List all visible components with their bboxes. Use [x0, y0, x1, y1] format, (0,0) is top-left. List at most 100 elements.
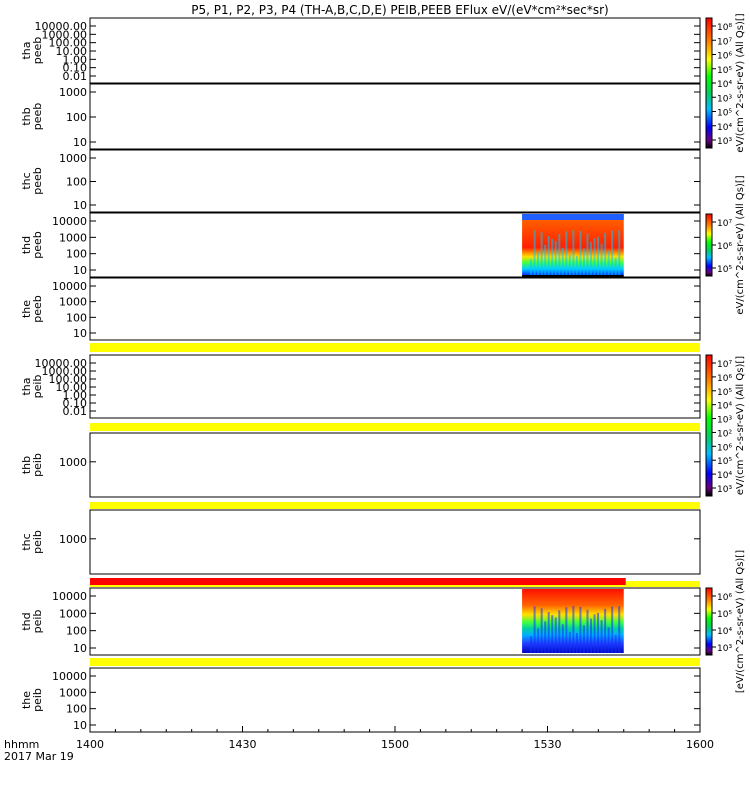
y-tick-label: 100: [66, 176, 87, 189]
spectrogram-streak: [590, 242, 593, 275]
y-tick-label: 100.00: [49, 373, 88, 386]
colorbar-tick-label: 10³: [717, 644, 732, 654]
y-tick-label: 1000.00: [42, 365, 88, 378]
spectrogram-streak: [547, 236, 550, 275]
colorbar-tick-label: 10³: [717, 137, 732, 147]
y-tick-label: 10000.00: [35, 357, 88, 370]
y-tick-label: 1000: [59, 296, 87, 309]
colorbar-tick-label: 10⁴: [717, 80, 732, 90]
y-tick-label: 1000: [59, 231, 87, 244]
status-bar-yellow: [90, 502, 700, 509]
spectrogram-streak: [579, 606, 582, 653]
panel-product-label: peib: [31, 375, 44, 399]
spectrogram-streak: [558, 234, 561, 275]
panel-probe-label: thc: [20, 172, 33, 189]
y-tick-label: 10: [73, 136, 87, 149]
y-tick-label: 10.00: [56, 381, 88, 394]
spectrogram-streak: [600, 243, 603, 275]
colorbar-tick-label: 10⁷: [717, 37, 732, 47]
panel-frame: [89, 83, 701, 150]
y-tick-label: 1000: [59, 533, 87, 546]
x-tick-label: 1500: [381, 738, 409, 751]
y-tick-label: 10: [73, 642, 87, 655]
spectrogram-streak: [544, 621, 547, 653]
colorbar-tick-label: 10⁷: [717, 219, 732, 229]
colorbar-gradient: [705, 17, 713, 149]
y-tick-label: 100: [66, 703, 87, 716]
x-tick-label: 1430: [229, 738, 257, 751]
x-tick-label: 1530: [534, 738, 562, 751]
spectrogram-streak: [568, 254, 571, 275]
colorbar: 10⁸ 10⁷ 10⁶ 10⁵ 10⁴ 10³ 10⁵ 10⁴ 10³ eV/(cm^2-s-sr…: [705, 13, 746, 153]
spectrogram-streak: [607, 250, 610, 275]
spectrogram-streak: [533, 606, 536, 653]
spectrogram-streak: [547, 612, 550, 653]
spectrogram-streak: [533, 230, 536, 275]
y-tick-label: 10000: [52, 590, 87, 603]
colorbar-tick-label: 10⁴: [717, 123, 732, 133]
colorbar-axis-label: eV/(cm^2-s-sr-eV) (All Qs)[]: [735, 356, 746, 495]
spectrogram-streak: [611, 606, 614, 653]
spectrogram-streak: [537, 628, 540, 653]
status-bar-yellow: [90, 343, 700, 352]
y-tick-label: 0.10: [63, 62, 88, 75]
panel-frame: [89, 277, 701, 341]
panel-product-label: peeb: [31, 231, 44, 259]
spectrogram-streak: [611, 230, 614, 275]
panel-frame: [89, 587, 701, 656]
spectrogram-streak: [593, 238, 596, 275]
y-tick-label: 10000.00: [35, 20, 88, 33]
colorbar-gradient: [705, 587, 713, 656]
panel-probe-label: the: [20, 691, 33, 709]
colorbar-axis-label: [eV/(cm^2-s-sr-eV) (All Qs)[]: [735, 550, 746, 693]
y-tick-label: 100.00: [49, 37, 88, 50]
panel-product-label: peeb: [31, 37, 44, 65]
colorbar-tick-label: 10⁷: [717, 360, 732, 370]
colorbar-tick-label: 10⁶: [717, 52, 732, 62]
y-tick-label: 1.00: [63, 389, 88, 402]
y-tick-label: 10.00: [56, 45, 88, 58]
colorbar-tick-label: 10⁴: [717, 471, 732, 481]
panel-probe-label: thd: [20, 236, 33, 254]
spectrogram-streak: [593, 614, 596, 653]
spectrogram-streak: [607, 627, 610, 653]
spectrogram-streak: [565, 607, 568, 653]
spectrogram-streak: [590, 618, 593, 653]
spectrogram-streak: [575, 632, 578, 653]
y-tick-label: 0.01: [63, 405, 88, 418]
panel-probe-label: tha: [20, 41, 33, 59]
spectrogram-streak: [586, 233, 589, 275]
panel-probe-label: thb: [20, 107, 33, 125]
spectrogram-streak: [579, 231, 582, 275]
status-bar-yellow: [90, 658, 700, 666]
y-tick-label: 10: [73, 199, 87, 212]
colorbar-tick-label: 10⁶: [717, 593, 732, 603]
colorbar-tick-label: 10⁴: [717, 627, 732, 637]
spectrogram-streak: [554, 241, 557, 275]
figure-title: P5, P1, P2, P3, P4 (TH-A,B,C,D,E) PEIB,P…: [191, 3, 608, 17]
spectrogram-streak: [572, 606, 575, 653]
x-corner-label-format: hhmm: [4, 738, 39, 751]
panel-product-label: peib: [31, 688, 44, 712]
colorbar-tick-label: 10⁴: [717, 402, 732, 412]
spectrogram-streak: [582, 625, 585, 653]
colorbar-tick-label: 10³: [717, 485, 732, 495]
spectrogram-streak: [565, 231, 568, 275]
colorbar: 10⁶ 10⁵ 10⁴ 10³ [eV/(cm^2-s-sr-eV) (All Qs)[…: [705, 550, 746, 693]
panel-frame: [89, 354, 701, 419]
colorbar: 10⁷ 10⁶ 10⁵ 10⁴ 10³ 10² 10⁶ 10⁵ 10⁴ 10³ eV/(cm^2-s…: [705, 354, 746, 497]
spectrogram-streak: [540, 232, 543, 275]
spectrogram-streak: [614, 257, 617, 275]
colorbar-tick-label: 10⁸: [717, 23, 732, 33]
panel-probe-label: the: [20, 300, 33, 318]
y-tick-label: 1000: [59, 686, 87, 699]
